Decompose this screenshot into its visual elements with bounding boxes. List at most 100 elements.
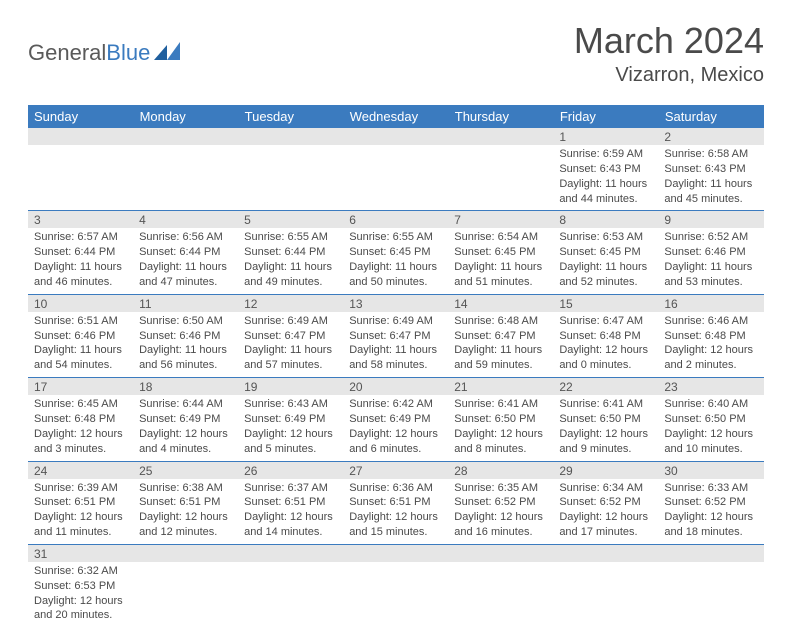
day-number: 22 <box>553 378 658 395</box>
month-title: March 2024 <box>574 20 764 62</box>
calendar-cell <box>133 128 238 211</box>
calendar-cell: 19Sunrise: 6:43 AMSunset: 6:49 PMDayligh… <box>238 378 343 461</box>
calendar-cell: 15Sunrise: 6:47 AMSunset: 6:48 PMDayligh… <box>553 294 658 377</box>
day-number: 2 <box>658 128 763 145</box>
calendar-cell <box>238 544 343 627</box>
calendar-cell: 22Sunrise: 6:41 AMSunset: 6:50 PMDayligh… <box>553 378 658 461</box>
day-number: 31 <box>28 545 133 562</box>
day-number: 6 <box>343 211 448 228</box>
calendar-cell: 18Sunrise: 6:44 AMSunset: 6:49 PMDayligh… <box>133 378 238 461</box>
day-details: Sunrise: 6:35 AMSunset: 6:52 PMDaylight:… <box>448 479 553 544</box>
calendar-cell: 16Sunrise: 6:46 AMSunset: 6:48 PMDayligh… <box>658 294 763 377</box>
calendar-cell: 9Sunrise: 6:52 AMSunset: 6:46 PMDaylight… <box>658 211 763 294</box>
day-details: Sunrise: 6:48 AMSunset: 6:47 PMDaylight:… <box>448 312 553 377</box>
day-number: 26 <box>238 462 343 479</box>
day-number: 9 <box>658 211 763 228</box>
day-details: Sunrise: 6:59 AMSunset: 6:43 PMDaylight:… <box>553 145 658 210</box>
day-details: Sunrise: 6:57 AMSunset: 6:44 PMDaylight:… <box>28 228 133 293</box>
day-number: 30 <box>658 462 763 479</box>
day-number: 20 <box>343 378 448 395</box>
day-details: Sunrise: 6:37 AMSunset: 6:51 PMDaylight:… <box>238 479 343 544</box>
calendar-cell <box>238 128 343 211</box>
day-details: Sunrise: 6:49 AMSunset: 6:47 PMDaylight:… <box>343 312 448 377</box>
calendar-cell: 28Sunrise: 6:35 AMSunset: 6:52 PMDayligh… <box>448 461 553 544</box>
title-block: March 2024 Vizarron, Mexico <box>574 20 764 87</box>
calendar-cell <box>553 544 658 627</box>
day-number: 13 <box>343 295 448 312</box>
calendar-cell: 30Sunrise: 6:33 AMSunset: 6:52 PMDayligh… <box>658 461 763 544</box>
header: GeneralBlue March 2024 Vizarron, Mexico <box>28 20 764 87</box>
day-number: 23 <box>658 378 763 395</box>
day-details: Sunrise: 6:55 AMSunset: 6:45 PMDaylight:… <box>343 228 448 293</box>
empty-day <box>343 128 448 145</box>
day-number: 11 <box>133 295 238 312</box>
calendar-cell: 1Sunrise: 6:59 AMSunset: 6:43 PMDaylight… <box>553 128 658 211</box>
calendar-head: SundayMondayTuesdayWednesdayThursdayFrid… <box>28 105 764 128</box>
day-details: Sunrise: 6:44 AMSunset: 6:49 PMDaylight:… <box>133 395 238 460</box>
day-details: Sunrise: 6:50 AMSunset: 6:46 PMDaylight:… <box>133 312 238 377</box>
calendar-cell: 21Sunrise: 6:41 AMSunset: 6:50 PMDayligh… <box>448 378 553 461</box>
day-details: Sunrise: 6:40 AMSunset: 6:50 PMDaylight:… <box>658 395 763 460</box>
day-number: 4 <box>133 211 238 228</box>
day-details: Sunrise: 6:53 AMSunset: 6:45 PMDaylight:… <box>553 228 658 293</box>
calendar-cell: 6Sunrise: 6:55 AMSunset: 6:45 PMDaylight… <box>343 211 448 294</box>
empty-day <box>238 128 343 145</box>
day-number: 17 <box>28 378 133 395</box>
calendar-cell: 2Sunrise: 6:58 AMSunset: 6:43 PMDaylight… <box>658 128 763 211</box>
day-number: 1 <box>553 128 658 145</box>
day-number: 18 <box>133 378 238 395</box>
calendar-cell: 23Sunrise: 6:40 AMSunset: 6:50 PMDayligh… <box>658 378 763 461</box>
day-details: Sunrise: 6:43 AMSunset: 6:49 PMDaylight:… <box>238 395 343 460</box>
calendar-cell: 3Sunrise: 6:57 AMSunset: 6:44 PMDaylight… <box>28 211 133 294</box>
weekday-header: Thursday <box>448 105 553 128</box>
calendar-cell: 12Sunrise: 6:49 AMSunset: 6:47 PMDayligh… <box>238 294 343 377</box>
calendar-cell: 4Sunrise: 6:56 AMSunset: 6:44 PMDaylight… <box>133 211 238 294</box>
calendar-cell: 27Sunrise: 6:36 AMSunset: 6:51 PMDayligh… <box>343 461 448 544</box>
logo-text-blue: Blue <box>106 40 150 66</box>
logo-flag-icon <box>154 42 180 65</box>
day-number: 12 <box>238 295 343 312</box>
empty-day <box>448 545 553 562</box>
calendar-cell <box>343 128 448 211</box>
calendar-cell <box>343 544 448 627</box>
calendar-cell: 29Sunrise: 6:34 AMSunset: 6:52 PMDayligh… <box>553 461 658 544</box>
weekday-header: Monday <box>133 105 238 128</box>
empty-day <box>133 128 238 145</box>
day-details: Sunrise: 6:55 AMSunset: 6:44 PMDaylight:… <box>238 228 343 293</box>
calendar-cell <box>658 544 763 627</box>
day-number: 14 <box>448 295 553 312</box>
day-number: 29 <box>553 462 658 479</box>
calendar-table: SundayMondayTuesdayWednesdayThursdayFrid… <box>28 105 764 627</box>
location: Vizarron, Mexico <box>574 64 764 87</box>
empty-day <box>553 545 658 562</box>
day-details: Sunrise: 6:32 AMSunset: 6:53 PMDaylight:… <box>28 562 133 627</box>
day-details: Sunrise: 6:45 AMSunset: 6:48 PMDaylight:… <box>28 395 133 460</box>
day-details: Sunrise: 6:38 AMSunset: 6:51 PMDaylight:… <box>133 479 238 544</box>
day-details: Sunrise: 6:49 AMSunset: 6:47 PMDaylight:… <box>238 312 343 377</box>
calendar-cell <box>28 128 133 211</box>
day-number: 25 <box>133 462 238 479</box>
empty-day <box>238 545 343 562</box>
day-details: Sunrise: 6:58 AMSunset: 6:43 PMDaylight:… <box>658 145 763 210</box>
weekday-header: Wednesday <box>343 105 448 128</box>
logo: GeneralBlue <box>28 40 180 66</box>
day-number: 10 <box>28 295 133 312</box>
day-number: 16 <box>658 295 763 312</box>
calendar-body: 1Sunrise: 6:59 AMSunset: 6:43 PMDaylight… <box>28 128 764 627</box>
day-number: 8 <box>553 211 658 228</box>
day-details: Sunrise: 6:41 AMSunset: 6:50 PMDaylight:… <box>448 395 553 460</box>
day-details: Sunrise: 6:42 AMSunset: 6:49 PMDaylight:… <box>343 395 448 460</box>
calendar-cell <box>448 544 553 627</box>
calendar-cell: 20Sunrise: 6:42 AMSunset: 6:49 PMDayligh… <box>343 378 448 461</box>
day-number: 21 <box>448 378 553 395</box>
day-details: Sunrise: 6:52 AMSunset: 6:46 PMDaylight:… <box>658 228 763 293</box>
empty-day <box>658 545 763 562</box>
calendar-cell: 25Sunrise: 6:38 AMSunset: 6:51 PMDayligh… <box>133 461 238 544</box>
day-details: Sunrise: 6:47 AMSunset: 6:48 PMDaylight:… <box>553 312 658 377</box>
calendar-cell: 5Sunrise: 6:55 AMSunset: 6:44 PMDaylight… <box>238 211 343 294</box>
calendar-cell <box>448 128 553 211</box>
day-details: Sunrise: 6:56 AMSunset: 6:44 PMDaylight:… <box>133 228 238 293</box>
day-details: Sunrise: 6:34 AMSunset: 6:52 PMDaylight:… <box>553 479 658 544</box>
logo-text-general: General <box>28 40 106 66</box>
weekday-header: Tuesday <box>238 105 343 128</box>
